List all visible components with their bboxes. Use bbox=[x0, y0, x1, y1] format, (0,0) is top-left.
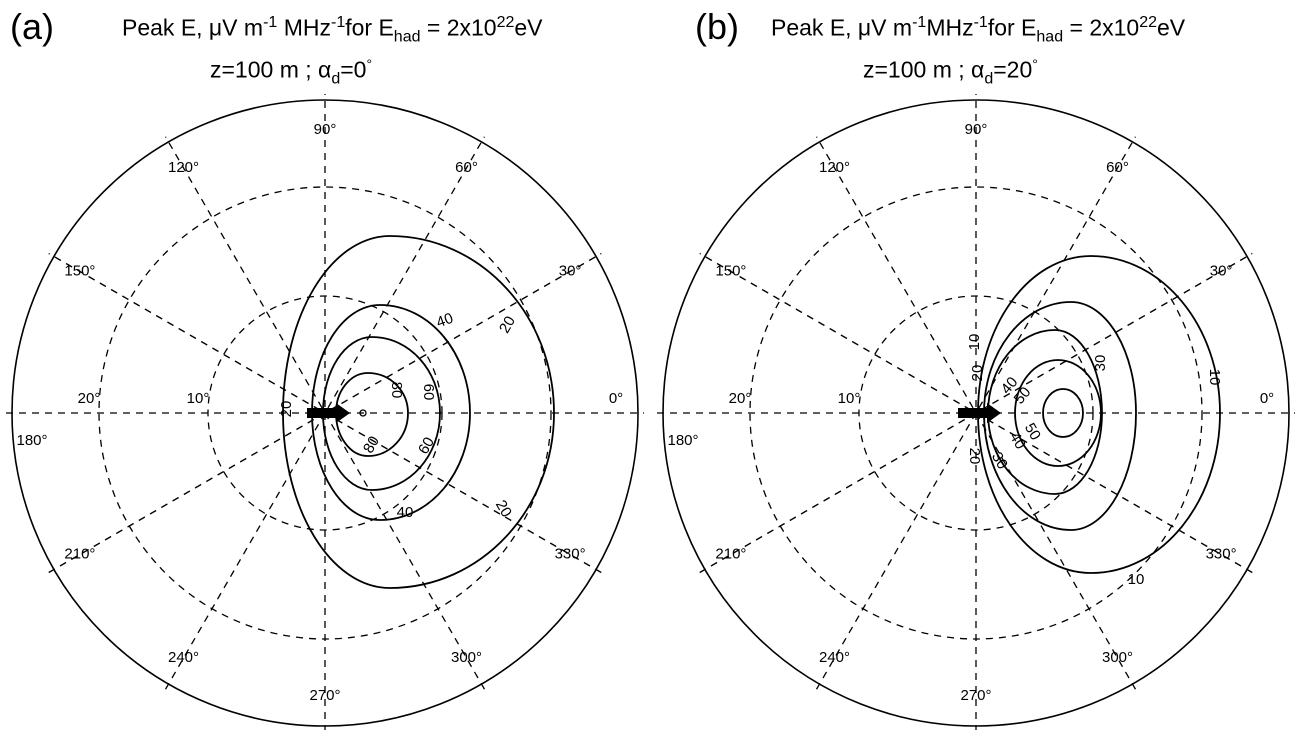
polar-plot: 0° 30° 60° 90° 120° 150° 180° 210° 240° 270° 300° 3… bbox=[6, 94, 644, 730]
angle-label: 30° bbox=[1210, 262, 1233, 279]
angle-label: 330° bbox=[555, 545, 586, 562]
contour-label-30: 30 bbox=[988, 449, 1011, 472]
contour-label-10: 10 bbox=[1128, 571, 1145, 588]
angle-label: 90° bbox=[314, 121, 337, 138]
shower-direction-arrow bbox=[307, 403, 350, 423]
angle-label: 120° bbox=[168, 159, 199, 176]
contour-label-80: 80 bbox=[360, 433, 383, 456]
angle-label: 300° bbox=[1102, 649, 1133, 666]
radial-label-10: 10° bbox=[838, 390, 861, 407]
panel-subtitle: z=100 m ; αd=20° bbox=[863, 56, 1038, 88]
panel-title: Peak E, μV m-1MHz-1for Ehad = 2x1022eV bbox=[771, 14, 1186, 46]
peak-marker bbox=[359, 409, 367, 417]
contour-40 bbox=[1014, 359, 1102, 467]
contour-label-40: 40 bbox=[1006, 429, 1029, 452]
angle-label: 270° bbox=[960, 687, 991, 704]
contour-label-30: 30 bbox=[1092, 355, 1109, 372]
contour-label-40: 40 bbox=[434, 310, 455, 332]
radial-label-20: 20° bbox=[78, 390, 101, 407]
angle-label: 240° bbox=[168, 649, 199, 666]
angle-label: 210° bbox=[64, 545, 95, 562]
contour-label-40: 40 bbox=[397, 504, 414, 521]
contour-20 bbox=[983, 301, 1137, 531]
angle-label: 330° bbox=[1206, 545, 1237, 562]
contour-label-20: 20 bbox=[492, 497, 515, 520]
radial-label-10: 10° bbox=[187, 390, 210, 407]
angle-label: 90° bbox=[965, 121, 988, 138]
angle-label: 60° bbox=[1106, 159, 1129, 176]
contour-label-50: 50 bbox=[1021, 420, 1044, 443]
angle-label: 0° bbox=[1260, 390, 1274, 407]
radial-label-20: 20° bbox=[729, 390, 752, 407]
angle-label: 180° bbox=[16, 432, 47, 449]
panel-b: (b) Peak E, μV m-1MHz-1for Ehad = 2x1022… bbox=[651, 0, 1301, 730]
angle-label: 120° bbox=[819, 159, 850, 176]
angle-label: 270° bbox=[309, 687, 340, 704]
contour-30 bbox=[987, 329, 1103, 495]
angle-label: 150° bbox=[64, 262, 95, 279]
contour-label-20: 20 bbox=[496, 313, 519, 336]
panel-letter: (a) bbox=[10, 6, 54, 47]
radial-line bbox=[48, 252, 602, 574]
angle-label: 60° bbox=[455, 159, 478, 176]
panel-title: Peak E, μV m-1 MHz-1for Ehad = 2x1022eV bbox=[122, 14, 543, 46]
shower-direction-arrow bbox=[958, 403, 1001, 423]
panel-subtitle: z=100 m ; αd=0° bbox=[210, 56, 373, 88]
contour-50 bbox=[1042, 388, 1084, 438]
angle-label: 180° bbox=[667, 432, 698, 449]
polar-plot: 0° 30° 60° 90° 120° 150° 180° 210° 240° 270° 300° 3… bbox=[657, 94, 1295, 730]
panel-a: (a) Peak E, μV m-1 MHz-1for Ehad = 2x102… bbox=[0, 0, 650, 730]
panel-letter: (b) bbox=[695, 6, 739, 47]
angle-label: 30° bbox=[559, 262, 582, 279]
contour-label-10: 10 bbox=[966, 334, 983, 351]
contour-label-20: 20 bbox=[969, 365, 986, 382]
angle-label: 0° bbox=[609, 390, 623, 407]
contour-label-60: 60 bbox=[420, 384, 437, 401]
contour-label-10: 10 bbox=[1206, 369, 1223, 386]
contour-label-20: 20 bbox=[278, 401, 295, 418]
contour-label-20: 20 bbox=[966, 448, 983, 465]
angle-label: 210° bbox=[715, 545, 746, 562]
contour-label-60: 60 bbox=[415, 434, 438, 457]
angle-label: 150° bbox=[715, 262, 746, 279]
radial-line bbox=[699, 252, 1253, 574]
angle-label: 240° bbox=[819, 649, 850, 666]
contour-20 bbox=[282, 235, 555, 589]
contour-label-80: 80 bbox=[388, 382, 405, 399]
angle-label: 300° bbox=[451, 649, 482, 666]
